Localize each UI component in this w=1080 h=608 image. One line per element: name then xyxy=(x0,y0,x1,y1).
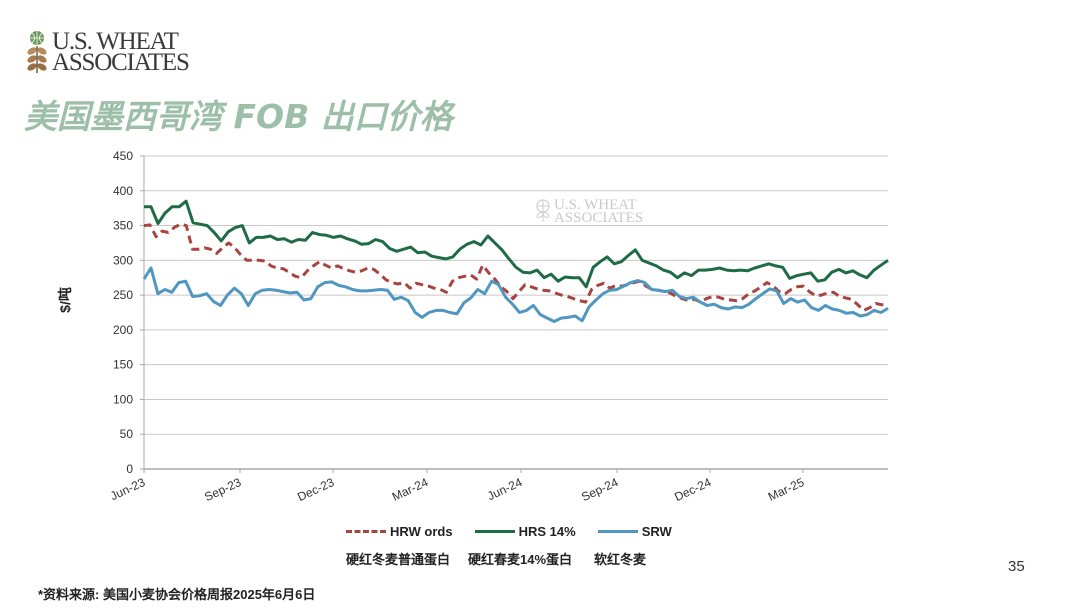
y-axis-label: $/吨 xyxy=(56,287,73,313)
svg-text:U.S. WHEAT: U.S. WHEAT xyxy=(554,197,637,213)
x-tick-label: Jun-23 xyxy=(108,475,147,503)
y-tick-label: 100 xyxy=(113,392,133,406)
x-tick-label: Sep-23 xyxy=(202,475,243,504)
y-tick-label: 350 xyxy=(113,219,133,233)
y-tick-label: 450 xyxy=(113,149,133,163)
legend-item-hrw: HRW ords xyxy=(346,524,453,539)
chart-axes: 0 50 100 150 200 250 300 350 400 450 Jun-23 Sep-23 D… xyxy=(108,149,888,504)
x-tick-label: Jun-24 xyxy=(485,475,524,503)
legend-swatch-dashed xyxy=(346,530,386,533)
x-tick-label: Mar-24 xyxy=(390,475,431,504)
y-tick-label: 250 xyxy=(113,288,133,302)
source-note: *资料来源: 美国小麦协会价格周报2025年6月6日 xyxy=(38,587,316,602)
legend-item-srw: SRW xyxy=(597,524,672,539)
chart-watermark: U.S. WHEAT ASSOCIATES xyxy=(536,197,643,226)
legend-swatch-solid-green xyxy=(474,530,515,533)
logo-line-1: U.S. WHEAT xyxy=(52,28,179,55)
y-tick-label: 200 xyxy=(113,323,133,337)
chart-legend: HRW ords HRS 14% SRW xyxy=(346,524,694,539)
legend-item-hrs: HRS 14% xyxy=(474,524,576,539)
page-title: 美国墨西哥湾 FOB 出口价格 xyxy=(24,97,453,136)
wheat-globe-icon xyxy=(27,31,47,73)
x-tick-label: Dec-24 xyxy=(672,475,713,504)
usw-logo: U.S. WHEAT ASSOCIATES xyxy=(26,28,190,76)
x-tick-label: Mar-25 xyxy=(766,475,807,504)
y-tick-label: 50 xyxy=(120,427,134,441)
legend-swatch-solid-blue xyxy=(597,530,638,533)
y-tick-label: 0 xyxy=(126,462,133,476)
y-tick-label: 400 xyxy=(113,184,133,198)
legend-cn-srw: 软红冬麦 xyxy=(594,552,647,567)
chart-series xyxy=(142,199,889,323)
logo-line-2: ASSOCIATES xyxy=(52,49,190,76)
legend-label-hrw: HRW ords xyxy=(390,524,453,539)
legend-label-srw: SRW xyxy=(641,524,672,539)
y-tick-label: 150 xyxy=(113,358,133,372)
svg-text:ASSOCIATES: ASSOCIATES xyxy=(554,210,643,226)
page-number: 35 xyxy=(1008,558,1025,575)
x-tick-label: Sep-24 xyxy=(579,475,620,504)
legend-cn-hrs: 硬红春麦14%蛋白 xyxy=(468,552,573,567)
legend-cn-hrw: 硬红冬麦普通蛋白 xyxy=(346,552,451,567)
x-tick-label: Dec-23 xyxy=(295,475,336,504)
series-line-hrs-14- xyxy=(144,199,889,289)
series-line-srw xyxy=(142,266,889,323)
y-tick-label: 300 xyxy=(113,253,133,267)
chart-legend-chinese: 硬红冬麦普通蛋白 硬红春麦14%蛋白 软红冬麦 xyxy=(346,549,664,568)
chart-gridlines xyxy=(144,155,888,435)
logo-wordmark: U.S. WHEAT ASSOCIATES xyxy=(52,28,190,76)
legend-label-hrs: HRS 14% xyxy=(518,524,576,539)
series-line-hrw-ords xyxy=(143,222,889,312)
